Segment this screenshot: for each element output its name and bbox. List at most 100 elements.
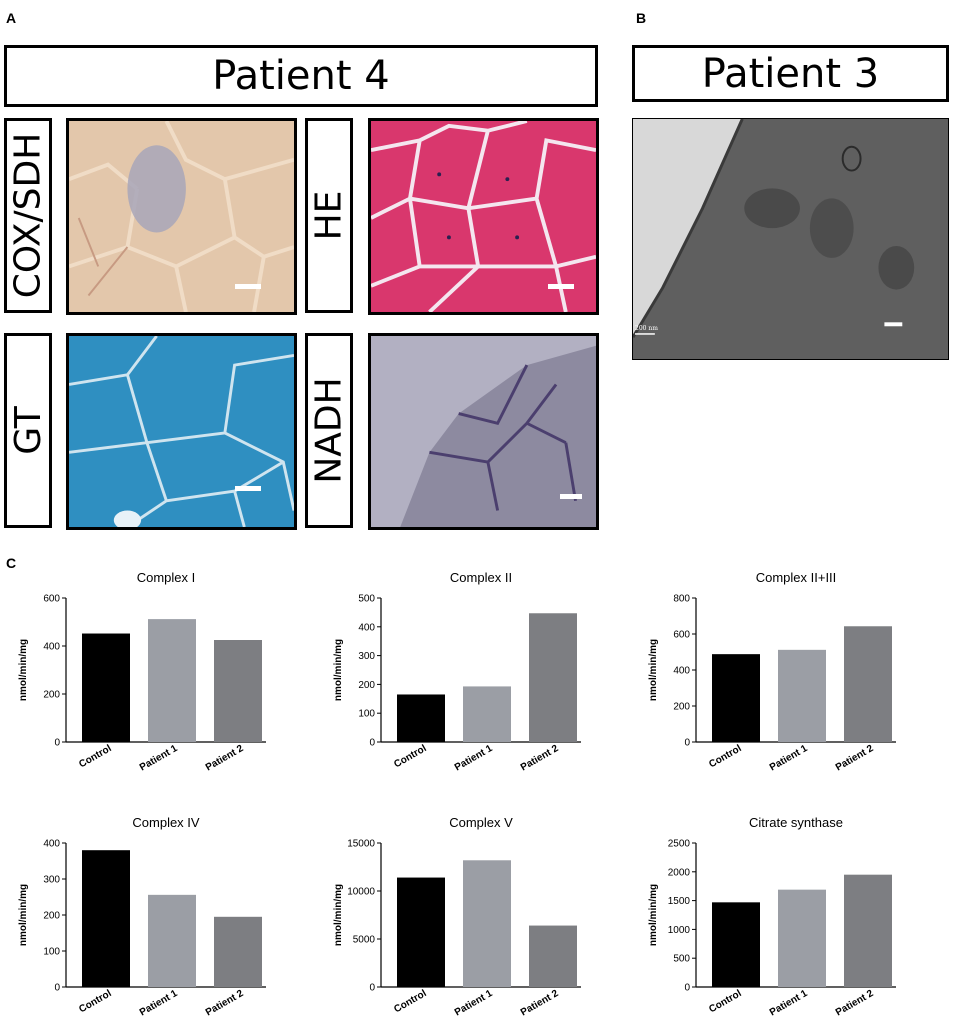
em-scale-label: 200 nm (635, 325, 658, 332)
y-axis-label: nmol/min/mg (648, 884, 659, 946)
x-tick-label: Patient 2 (204, 988, 246, 1019)
y-tick-label: 0 (684, 738, 690, 749)
bar-patient-1 (778, 889, 826, 987)
chart-title: Complex V (449, 815, 513, 830)
chart-title: Complex II+III (756, 570, 837, 585)
chart-complex-ii: Complex II nmol/min/mg 0 100 200 300 400 500 Con… (315, 560, 625, 790)
y-axis-label: nmol/min/mg (18, 639, 29, 701)
y-axis-label: nmol/min/mg (333, 884, 344, 946)
x-tick-label: Control (77, 988, 113, 1015)
scale-bar (560, 494, 582, 499)
x-tick-label: Patient 1 (138, 988, 180, 1019)
em-micrograph: 200 nm (632, 118, 949, 360)
y-tick-label: 300 (358, 651, 375, 662)
scale-bar (548, 284, 574, 289)
bar-patient-1 (148, 894, 196, 987)
y-tick-label: 0 (369, 738, 375, 749)
y-tick-label: 400 (358, 622, 375, 633)
scale-bar (235, 486, 261, 491)
y-tick-label: 500 (358, 594, 375, 605)
gt-micrograph (66, 333, 297, 530)
y-tick-label: 200 (673, 702, 690, 713)
x-tick-label: Patient 2 (519, 988, 561, 1019)
chart-title: Complex IV (132, 815, 200, 830)
panel-letter-a: A (6, 10, 17, 26)
chart-complex-iv: Complex IV nmol/min/mg 0 100 200 300 400 Contro… (0, 805, 310, 1036)
chart-complex-v: Complex V nmol/min/mg 0 5000 10000 15000 Contr… (315, 805, 625, 1036)
stain-label-cox-sdh: COX/SDH (4, 118, 52, 313)
bar-patient-2 (214, 640, 262, 742)
x-tick-label: Patient 1 (138, 743, 180, 774)
y-axis-label: nmol/min/mg (648, 639, 659, 701)
chart-title: Complex II (450, 570, 512, 585)
y-tick-label: 400 (43, 839, 60, 850)
y-tick-label: 300 (43, 875, 60, 886)
y-axis-label: nmol/min/mg (333, 639, 344, 701)
bar-control (712, 654, 760, 742)
x-tick-label: Patient 1 (768, 743, 810, 774)
bar-patient-2 (529, 925, 577, 987)
y-tick-label: 0 (54, 983, 60, 994)
bar-patient-2 (529, 613, 577, 742)
x-tick-label: Patient 1 (768, 988, 810, 1019)
x-tick-label: Control (707, 743, 743, 770)
y-tick-label: 100 (43, 947, 60, 958)
x-tick-label: Patient 2 (519, 743, 561, 774)
x-tick-label: Patient 2 (204, 743, 246, 774)
x-tick-label: Patient 1 (453, 743, 495, 774)
stain-label-nadh: NADH (305, 333, 353, 528)
x-tick-label: Patient 1 (453, 988, 495, 1019)
panel-letter-b: B (636, 10, 647, 26)
y-tick-label: 500 (673, 954, 690, 965)
he-micrograph (368, 118, 599, 315)
y-tick-label: 1500 (668, 896, 691, 907)
y-tick-label: 100 (358, 709, 375, 720)
y-tick-label: 400 (673, 666, 690, 677)
y-tick-label: 2500 (668, 839, 691, 850)
stain-label-he: HE (305, 118, 353, 313)
bar-patient-2 (844, 874, 892, 987)
y-axis-label: nmol/min/mg (18, 884, 29, 946)
stain-label-gt: GT (4, 333, 52, 528)
bar-patient-2 (214, 916, 262, 987)
bar-control (82, 633, 130, 742)
y-tick-label: 0 (684, 983, 690, 994)
x-tick-label: Control (392, 988, 428, 1015)
y-tick-label: 5000 (353, 935, 376, 946)
chart-title: Complex I (137, 570, 196, 585)
y-tick-label: 200 (358, 680, 375, 691)
y-tick-label: 200 (43, 911, 60, 922)
chart-complex-i: Complex I nmol/min/mg 0 200 400 600 Control Pat… (0, 560, 310, 790)
nadh-micrograph (368, 333, 599, 530)
y-tick-label: 1000 (668, 925, 691, 936)
x-tick-label: Control (392, 743, 428, 770)
chart-citrate-synthase: Citrate synthase nmol/min/mg 0 500 1000 1500 2… (630, 805, 950, 1036)
y-tick-label: 400 (43, 642, 60, 653)
chart-complex-ii-iii: Complex II+III nmol/min/mg 0 200 400 600 800 Co… (630, 560, 950, 790)
y-tick-label: 10000 (347, 887, 375, 898)
y-tick-label: 600 (43, 594, 60, 605)
y-tick-label: 600 (673, 630, 690, 641)
cox-sdh-micrograph (66, 118, 297, 315)
y-tick-label: 0 (369, 983, 375, 994)
y-tick-label: 800 (673, 594, 690, 605)
x-tick-label: Control (77, 743, 113, 770)
bar-patient-1 (778, 649, 826, 742)
scale-bar (235, 284, 261, 289)
y-tick-label: 200 (43, 690, 60, 701)
bar-patient-2 (844, 626, 892, 742)
patient4-banner: Patient 4 (4, 45, 598, 107)
bar-control (82, 850, 130, 987)
panel-letter-c: C (6, 555, 17, 571)
bar-patient-1 (148, 619, 196, 742)
bar-patient-1 (463, 686, 511, 742)
bar-patient-1 (463, 860, 511, 987)
patient3-banner: Patient 3 (632, 45, 949, 102)
y-tick-label: 0 (54, 738, 60, 749)
bar-control (397, 694, 445, 742)
bar-control (712, 902, 760, 987)
x-tick-label: Patient 2 (834, 988, 876, 1019)
chart-title: Citrate synthase (749, 815, 843, 830)
bar-control (397, 877, 445, 987)
x-tick-label: Patient 2 (834, 743, 876, 774)
